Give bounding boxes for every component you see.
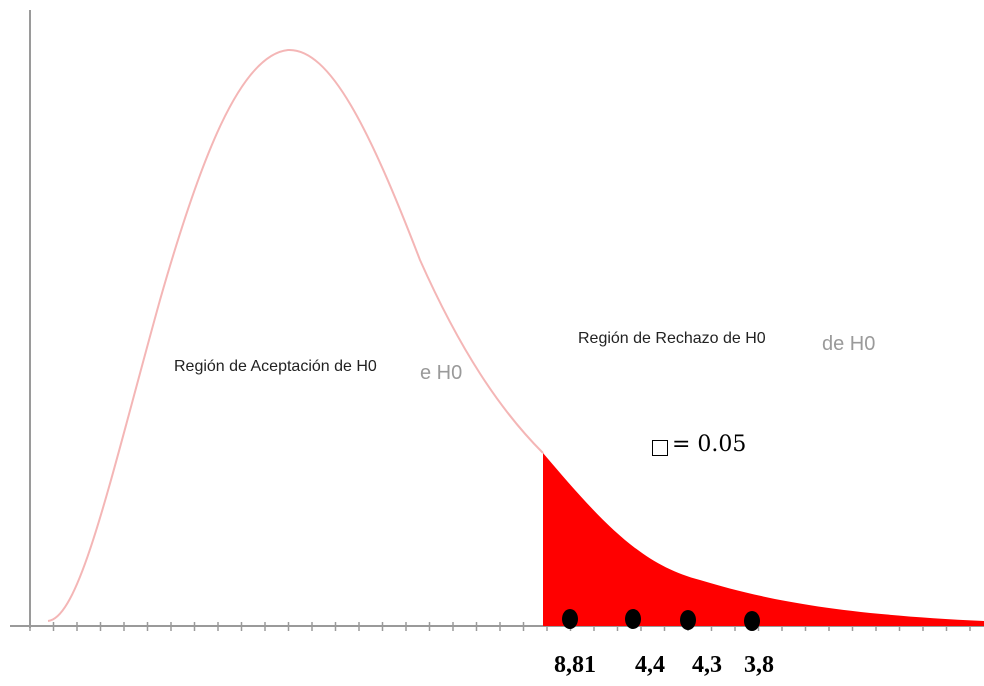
density-curve <box>47 48 544 622</box>
acceptance-region-label: Región de Aceptación de H0 <box>174 358 377 375</box>
rejection-region-label: Región de Rechazo de H0 <box>578 330 766 347</box>
statistic-label-8-81: 8,81 <box>554 652 596 678</box>
statistic-label-4-4: 4,4 <box>635 652 665 678</box>
statistic-label-4-3: 4,3 <box>692 652 722 678</box>
alpha-symbol-icon <box>652 440 668 456</box>
statistic-point-3-8 <box>744 611 760 631</box>
rejection-region-ghost-label: de H0 <box>822 333 876 355</box>
statistic-point-4-4 <box>625 609 641 629</box>
rejection-region-area <box>543 453 984 626</box>
statistic-point-8-81 <box>562 609 578 629</box>
alpha-value-label: = 0.05 <box>672 432 747 457</box>
x-axis-ticks <box>29 622 971 631</box>
statistic-label-3-8: 3,8 <box>744 652 774 678</box>
statistic-point-4-3 <box>680 610 696 630</box>
acceptance-region-ghost-label: e H0 <box>420 362 463 384</box>
